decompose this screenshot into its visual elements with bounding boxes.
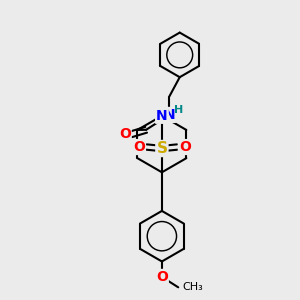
Text: N: N [156,109,168,123]
Text: O: O [179,140,191,154]
Text: N: N [164,108,175,122]
Text: S: S [156,141,167,156]
Text: O: O [133,140,145,154]
Text: O: O [119,127,131,141]
Text: H: H [174,106,184,116]
Text: O: O [156,270,168,284]
Text: CH₃: CH₃ [183,282,203,292]
